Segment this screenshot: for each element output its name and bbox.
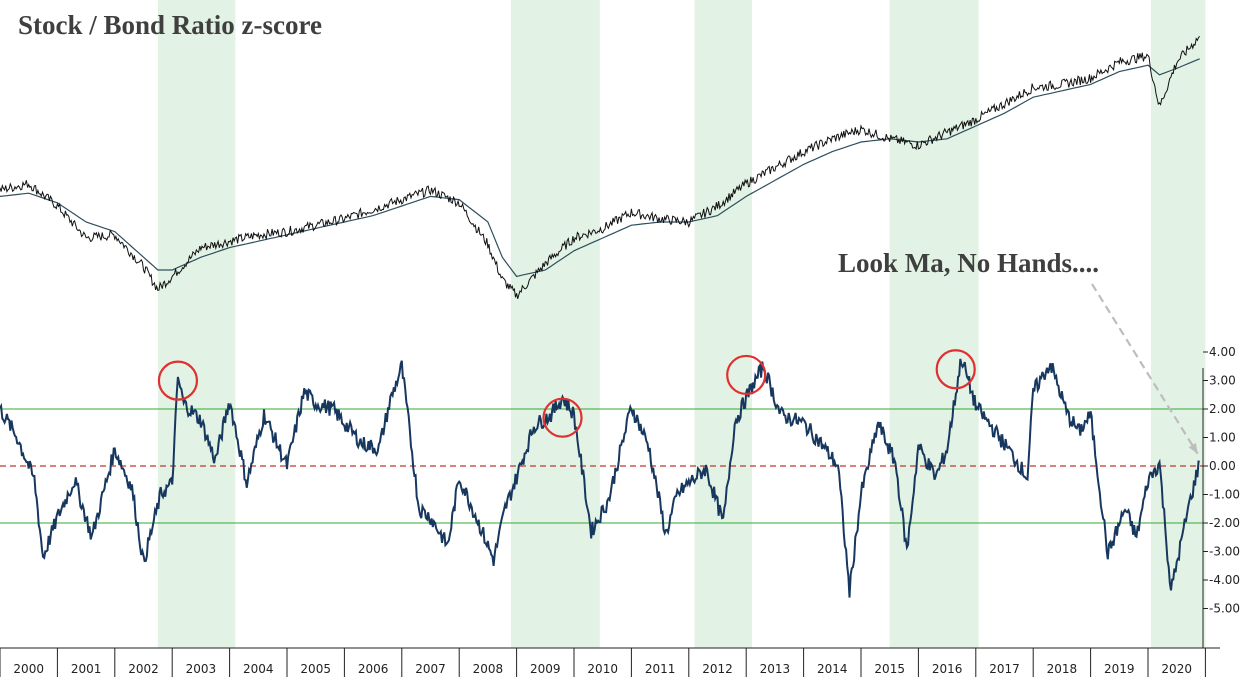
x-tick-label-3: 2003 (186, 662, 217, 676)
x-tick-label-14: 2014 (817, 662, 848, 676)
zscore-panel (0, 283, 1203, 598)
shaded-period-1 (510, 0, 600, 648)
x-tick-label-18: 2018 (1047, 662, 1078, 676)
x-tick-label-8: 2008 (473, 662, 504, 676)
y-tick-label-2: 2.00 (1209, 402, 1236, 416)
x-tick-label-12: 2012 (702, 662, 733, 676)
x-tick-label-7: 2007 (415, 662, 446, 676)
x-tick-label-10: 2010 (587, 662, 618, 676)
peak-circle-3 (935, 349, 976, 390)
shaded-period-2 (694, 0, 752, 648)
y-tick-label-0: 4.00 (1209, 345, 1236, 359)
axes: 4.00 3.00 2.00 1.00 0.00 -1.00 -2.00 -3.00 -4.00… (0, 345, 1240, 677)
y-tick-label-9: -5.00 (1209, 602, 1240, 616)
peak-circle-0 (157, 360, 199, 401)
x-tick-label-4: 2004 (243, 662, 274, 676)
peak-circle-2 (726, 354, 767, 396)
x-tick-label-15: 2015 (874, 662, 905, 676)
x-tick-label-5: 2005 (300, 662, 331, 676)
shaded-period-4 (1150, 0, 1206, 648)
y-tick-label-5: -1.00 (1209, 488, 1240, 502)
shaded-periods (157, 0, 1206, 648)
x-tick-label-19: 2019 (1104, 662, 1135, 676)
x-tick-label-2: 2002 (128, 662, 159, 676)
x-tick-label-6: 2006 (358, 662, 389, 676)
price-panel (0, 36, 1201, 300)
x-tick-label-13: 2013 (760, 662, 791, 676)
x-tick-label-1: 2001 (71, 662, 102, 676)
annotation-arrow (1091, 283, 1199, 455)
annotation-text: Look Ma, No Hands.... (838, 248, 1100, 278)
x-tick-label-16: 2016 (932, 662, 963, 676)
chart-title: Stock / Bond Ratio z-score (18, 10, 322, 40)
zscore-line (0, 358, 1200, 598)
moving-average-line (0, 58, 1200, 278)
y-tick-label-7: -3.00 (1209, 545, 1240, 559)
y-tick-label-3: 1.00 (1209, 431, 1236, 445)
shaded-period-0 (157, 0, 236, 648)
y-tick-label-4: 0.00 (1209, 459, 1236, 473)
annotation-arrowhead (1188, 442, 1198, 454)
x-tick-label-20: 2020 (1161, 662, 1192, 676)
x-tick-label-17: 2017 (989, 662, 1020, 676)
x-tick-label-11: 2011 (645, 662, 676, 676)
peak-circle-1 (542, 397, 583, 438)
x-tick-label-9: 2009 (530, 662, 561, 676)
stock-bond-ratio-line (0, 36, 1201, 300)
shaded-period-3 (889, 0, 979, 648)
x-tick-label-0: 2000 (13, 662, 44, 676)
y-tick-label-8: -4.00 (1209, 573, 1240, 587)
y-tick-label-6: -2.00 (1209, 516, 1240, 530)
y-tick-label-1: 3.00 (1209, 374, 1236, 388)
